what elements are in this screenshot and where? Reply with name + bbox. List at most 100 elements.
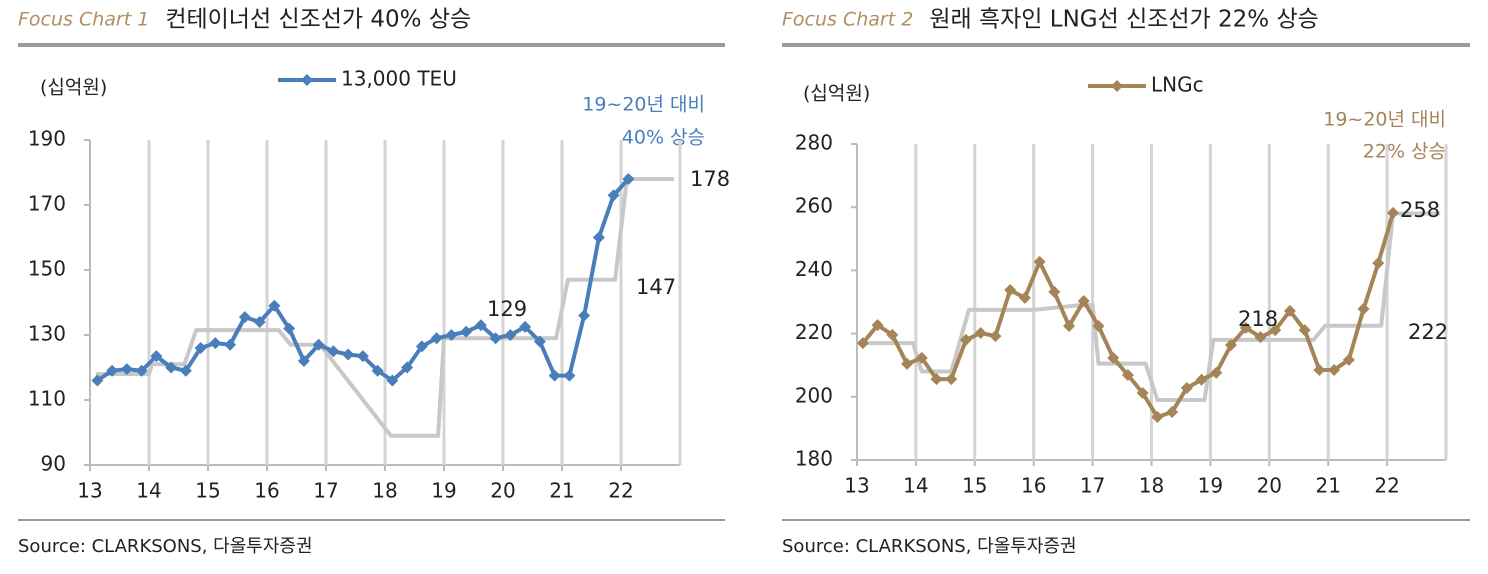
marker <box>474 319 487 332</box>
marker <box>135 364 148 377</box>
marker <box>915 351 928 364</box>
annotation: 22% 상승 <box>1363 141 1446 163</box>
x-tick-label: 16 <box>1021 474 1046 498</box>
marker <box>1225 338 1238 351</box>
marker <box>1063 320 1076 333</box>
series-line <box>857 211 1441 402</box>
marker <box>179 364 192 377</box>
x-tick-label: 22 <box>608 479 633 503</box>
chart-title: 컨테이너선 신조선가 40% 상승 <box>165 7 471 33</box>
level-label: 147 <box>636 275 676 299</box>
marker <box>209 337 222 350</box>
chart-label: Focus Chart 1 <box>18 9 149 31</box>
legend-label: 13,000 TEU <box>341 67 457 91</box>
marker <box>194 342 207 354</box>
x-tick-label: 21 <box>1315 474 1340 498</box>
y-tick-label: 130 <box>28 322 66 346</box>
source: Source: CLARKSONS, 다올투자증권 <box>18 536 313 557</box>
x-tick-label: 21 <box>549 479 574 503</box>
marker <box>1283 304 1296 317</box>
marker <box>1166 405 1179 418</box>
x-tick-label: 18 <box>1139 474 1164 498</box>
marker <box>1342 353 1355 366</box>
y-tick-label: 260 <box>795 194 833 218</box>
marker <box>930 373 943 386</box>
level-label: 258 <box>1400 198 1440 222</box>
x-tick-label: 17 <box>1080 474 1105 498</box>
marker <box>1018 291 1031 304</box>
x-tick-label: 16 <box>254 479 279 503</box>
marker <box>1092 320 1105 333</box>
marker <box>886 328 899 341</box>
x-tick-label: 20 <box>490 479 515 503</box>
marker <box>856 337 869 350</box>
legend-marker <box>1111 80 1123 92</box>
marker <box>901 357 914 370</box>
marker <box>1328 363 1341 376</box>
y-tick-label: 280 <box>795 131 833 155</box>
marker <box>283 322 296 335</box>
marker <box>1298 324 1311 337</box>
marker <box>1077 295 1090 308</box>
marker <box>489 332 502 345</box>
bottom-rule <box>782 519 1470 521</box>
marker <box>504 329 517 341</box>
level-label: 178 <box>690 167 730 191</box>
marker <box>1269 324 1282 337</box>
marker <box>989 330 1002 343</box>
y-tick-label: 240 <box>795 257 833 281</box>
chart-label: Focus Chart 2 <box>782 9 913 31</box>
series-line <box>861 212 1395 420</box>
x-tick-label: 18 <box>372 479 397 503</box>
marker <box>106 364 119 377</box>
marker <box>1357 302 1370 315</box>
marker <box>1210 366 1223 379</box>
x-tick-label: 14 <box>903 474 928 498</box>
marker <box>224 338 237 351</box>
marker <box>1048 285 1061 298</box>
marker <box>1004 283 1017 296</box>
marker <box>327 345 340 358</box>
x-tick-label: 19 <box>431 479 456 503</box>
marker <box>1107 351 1120 364</box>
marker <box>91 374 104 387</box>
marker <box>415 340 428 353</box>
marker <box>974 326 987 339</box>
marker <box>1121 368 1134 381</box>
bottom-rule <box>18 519 725 521</box>
marker <box>1386 206 1399 219</box>
source: Source: CLARKSONS, 다올투자증권 <box>782 536 1077 557</box>
marker <box>1136 387 1149 400</box>
x-tick-label: 15 <box>962 474 987 498</box>
x-tick-label: 17 <box>313 479 338 503</box>
marker <box>548 369 561 382</box>
title-rule <box>18 43 725 47</box>
y-tick-label: 220 <box>795 320 833 344</box>
y-tick-label: 190 <box>28 127 66 151</box>
x-tick-label: 14 <box>136 479 161 503</box>
marker <box>578 309 591 322</box>
marker <box>430 332 443 345</box>
marker <box>460 325 473 338</box>
unit-label: (십억원) <box>40 77 107 99</box>
annotation: 40% 상승 <box>622 127 705 149</box>
marker <box>945 373 958 386</box>
marker <box>533 335 546 348</box>
y-tick-label: 180 <box>795 447 833 471</box>
marker <box>959 333 972 346</box>
marker <box>356 350 369 363</box>
legend-marker <box>301 74 313 86</box>
marker <box>592 231 605 244</box>
y-tick-label: 170 <box>28 192 66 216</box>
marker <box>371 364 384 377</box>
marker <box>1372 257 1385 270</box>
marker <box>1254 331 1267 344</box>
marker <box>1239 321 1252 334</box>
marker <box>312 338 325 351</box>
marker <box>519 320 532 333</box>
marker <box>1180 381 1193 394</box>
legend-label: LNGc <box>1151 73 1204 97</box>
marker <box>445 329 458 341</box>
